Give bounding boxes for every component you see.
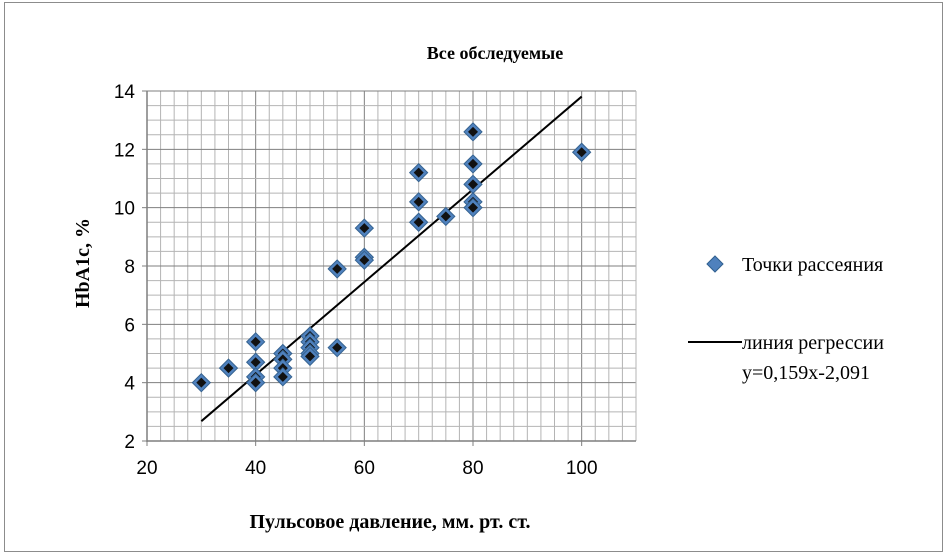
scatter-point bbox=[245, 332, 266, 352]
point-inner-diamond bbox=[250, 377, 261, 388]
chart-title: Все обследуемые bbox=[427, 43, 563, 63]
point-inner-diamond bbox=[305, 351, 315, 362]
point-inner-diamond bbox=[332, 263, 343, 274]
point-inner-diamond bbox=[468, 202, 478, 213]
point-inner-diamond bbox=[277, 371, 288, 382]
scatter-point bbox=[463, 154, 483, 174]
point-inner-diamond bbox=[250, 357, 261, 368]
y-tick-label: 12 bbox=[114, 140, 135, 161]
scatter-point bbox=[273, 367, 293, 387]
x-tick-label: 80 bbox=[462, 458, 483, 479]
scatter-point bbox=[327, 337, 347, 358]
y-tick-label: 10 bbox=[114, 199, 135, 220]
legend-label-scatter: Точки рассеяния bbox=[742, 254, 883, 276]
point-inner-diamond bbox=[468, 158, 478, 169]
y-tick-label: 6 bbox=[124, 315, 135, 336]
point-inner-diamond bbox=[223, 363, 234, 374]
x-axis-label: Пульсовое давление, мм. рт. ст. bbox=[249, 511, 530, 533]
scatter-points bbox=[191, 122, 592, 393]
scatter-point bbox=[327, 259, 347, 279]
scatter-point bbox=[191, 372, 212, 393]
scatter-point bbox=[408, 192, 429, 212]
scatter-point bbox=[408, 162, 429, 183]
scatter-point bbox=[463, 197, 483, 218]
scatter-point bbox=[571, 142, 592, 162]
scatter-point bbox=[300, 346, 320, 367]
point-inner-diamond bbox=[196, 377, 207, 388]
legend-label-regression-line1: линия регрессии bbox=[742, 332, 884, 354]
scatter-point bbox=[463, 174, 483, 195]
scatter-point bbox=[354, 250, 375, 270]
y-tick-label: 2 bbox=[124, 432, 135, 453]
regression-line-layer bbox=[200, 95, 583, 422]
point-inner-diamond bbox=[250, 336, 261, 347]
point-inner-diamond bbox=[359, 223, 370, 234]
scatter-point bbox=[436, 206, 456, 227]
tick-labels: 20 40 60 80 100 2 4 6 8 10 12 14 bbox=[114, 82, 598, 479]
point-inner-diamond bbox=[332, 342, 343, 353]
scatter-point bbox=[408, 212, 429, 232]
point-inner-diamond bbox=[576, 147, 587, 158]
scatter-chart: Все обследуемые 20 40 60 80 100 2 4 6 8 10 12 14 Пу… bbox=[72, 43, 884, 533]
x-tick-label: 100 bbox=[566, 458, 598, 479]
legend-marker-diamond bbox=[706, 255, 724, 273]
point-inner-diamond bbox=[413, 196, 424, 207]
scatter-point bbox=[354, 218, 375, 238]
y-tick-label: 14 bbox=[114, 82, 136, 103]
point-inner-diamond bbox=[440, 211, 451, 222]
chart-frame: Все обследуемые 20 40 60 80 100 2 4 6 8 10 12 14 Пу… bbox=[4, 2, 943, 552]
x-tick-label: 40 bbox=[245, 458, 266, 479]
legend-label-regression-line2: y=0,159x-2,091 bbox=[742, 362, 870, 384]
scatter-point bbox=[218, 358, 239, 378]
point-inner-diamond bbox=[413, 167, 424, 178]
gridlines bbox=[147, 90, 637, 441]
legend: Точки рассеяния линия регрессии y=0,159x… bbox=[688, 254, 884, 384]
y-tick-label: 4 bbox=[124, 374, 135, 395]
point-inner-diamond bbox=[413, 217, 424, 228]
x-tick-label: 20 bbox=[136, 458, 157, 479]
scatter-point bbox=[245, 372, 266, 393]
regression-line bbox=[200, 95, 583, 422]
x-tick-label: 60 bbox=[354, 458, 375, 479]
y-tick-label: 8 bbox=[124, 257, 135, 278]
scatter-point bbox=[463, 122, 483, 142]
y-axis-label: HbA1c, % bbox=[72, 218, 94, 308]
point-inner-diamond bbox=[468, 179, 478, 190]
